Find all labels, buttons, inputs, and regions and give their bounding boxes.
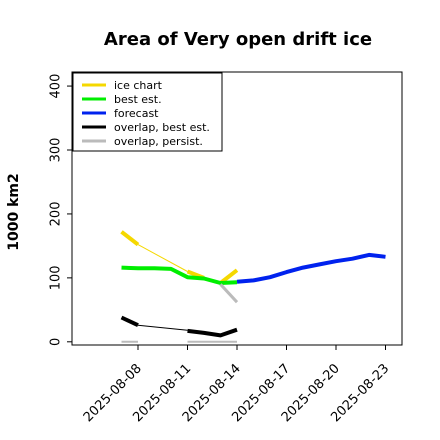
series-line-ice-chart [137, 244, 188, 272]
y-tick-label: 200 [49, 202, 64, 227]
series-line-overlap-best-est [137, 324, 188, 331]
series-line-ice-chart [120, 230, 140, 247]
legend-label: overlap, best est. [114, 121, 210, 134]
legend-label: forecast [114, 107, 159, 120]
series-line-overlap-best-est [120, 315, 139, 328]
legend-label: best est. [114, 93, 162, 106]
series-line-overlap-best-est [187, 327, 238, 338]
y-axis: 0 100 200 300 400 [49, 74, 72, 346]
series-line-overlap-persist [219, 283, 239, 304]
chart-title: Area of Very open drift ice [104, 29, 372, 50]
y-tick-label: 300 [49, 138, 64, 163]
y-tick-label: 400 [49, 74, 64, 99]
series-line-ice-chart [219, 268, 239, 285]
legend-label: ice chart [114, 79, 163, 92]
y-tick-label: 0 [49, 338, 64, 346]
legend-label: overlap, persist. [114, 135, 203, 148]
y-axis-label: 1000 km2 [6, 173, 22, 250]
series-line-forecast [236, 252, 386, 284]
y-tick-label: 100 [49, 265, 64, 290]
series-line-best-est [121, 265, 238, 285]
plot-area [120, 230, 386, 343]
